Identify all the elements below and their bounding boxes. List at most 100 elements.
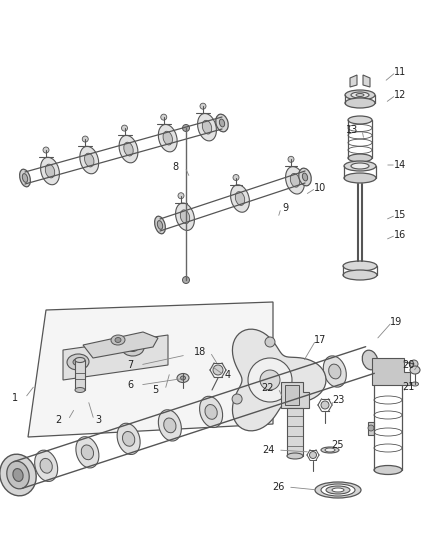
- Circle shape: [232, 394, 242, 404]
- Ellipse shape: [0, 454, 36, 496]
- Text: 10: 10: [314, 183, 326, 193]
- Ellipse shape: [177, 374, 189, 383]
- Circle shape: [410, 360, 418, 368]
- Polygon shape: [350, 75, 357, 87]
- Ellipse shape: [323, 356, 346, 387]
- Circle shape: [82, 136, 88, 142]
- Circle shape: [43, 147, 49, 153]
- Ellipse shape: [315, 482, 361, 498]
- Text: 11: 11: [394, 67, 406, 77]
- Ellipse shape: [122, 340, 144, 356]
- Circle shape: [321, 401, 329, 409]
- Text: 24: 24: [262, 445, 274, 455]
- Ellipse shape: [7, 461, 29, 489]
- Ellipse shape: [80, 147, 99, 174]
- Circle shape: [265, 337, 275, 347]
- Ellipse shape: [128, 344, 138, 351]
- Ellipse shape: [85, 153, 94, 167]
- Text: 8: 8: [172, 162, 178, 172]
- Text: 5: 5: [152, 385, 158, 395]
- Circle shape: [310, 451, 317, 458]
- Text: 3: 3: [95, 415, 101, 425]
- Circle shape: [233, 174, 239, 181]
- Ellipse shape: [321, 484, 355, 496]
- Ellipse shape: [235, 192, 245, 205]
- Circle shape: [183, 125, 190, 132]
- Circle shape: [183, 277, 190, 284]
- Ellipse shape: [158, 124, 177, 152]
- Ellipse shape: [230, 185, 249, 212]
- Ellipse shape: [302, 173, 307, 181]
- Ellipse shape: [75, 387, 85, 392]
- Ellipse shape: [328, 364, 341, 379]
- Text: 2: 2: [55, 415, 61, 425]
- Text: 23: 23: [332, 395, 344, 405]
- Ellipse shape: [290, 173, 300, 187]
- Circle shape: [121, 125, 127, 131]
- Ellipse shape: [13, 469, 23, 481]
- Text: 1: 1: [12, 393, 18, 403]
- Ellipse shape: [124, 142, 133, 156]
- Text: 17: 17: [314, 335, 326, 345]
- Ellipse shape: [20, 169, 30, 187]
- Ellipse shape: [287, 453, 303, 459]
- Ellipse shape: [325, 448, 335, 452]
- Ellipse shape: [345, 98, 375, 108]
- Ellipse shape: [155, 216, 166, 234]
- Text: 9: 9: [282, 203, 288, 213]
- Ellipse shape: [356, 93, 364, 96]
- Ellipse shape: [123, 432, 135, 446]
- Ellipse shape: [81, 445, 94, 459]
- Ellipse shape: [45, 164, 55, 178]
- Ellipse shape: [111, 335, 125, 345]
- Circle shape: [178, 193, 184, 199]
- Ellipse shape: [286, 167, 304, 194]
- Circle shape: [248, 358, 292, 402]
- Ellipse shape: [374, 465, 402, 474]
- Polygon shape: [63, 335, 168, 380]
- Polygon shape: [372, 358, 410, 385]
- Circle shape: [200, 103, 206, 109]
- Polygon shape: [28, 302, 273, 437]
- Ellipse shape: [348, 116, 372, 124]
- Ellipse shape: [180, 210, 190, 223]
- Ellipse shape: [348, 154, 372, 162]
- Ellipse shape: [299, 168, 311, 186]
- Ellipse shape: [326, 486, 350, 494]
- Ellipse shape: [343, 270, 377, 280]
- Ellipse shape: [159, 410, 181, 441]
- Ellipse shape: [282, 369, 305, 401]
- Polygon shape: [83, 332, 158, 358]
- Text: 26: 26: [272, 482, 284, 492]
- Ellipse shape: [351, 92, 369, 98]
- Ellipse shape: [205, 405, 217, 419]
- Text: 19: 19: [390, 317, 402, 327]
- Ellipse shape: [362, 350, 378, 370]
- Ellipse shape: [202, 120, 212, 134]
- Text: 16: 16: [394, 230, 406, 240]
- Ellipse shape: [343, 261, 377, 271]
- Ellipse shape: [41, 157, 60, 185]
- Bar: [285, 385, 299, 405]
- Circle shape: [260, 370, 280, 390]
- Ellipse shape: [180, 376, 186, 380]
- Ellipse shape: [176, 203, 194, 230]
- Circle shape: [298, 394, 308, 404]
- Text: 12: 12: [394, 90, 406, 100]
- Ellipse shape: [40, 458, 52, 473]
- Ellipse shape: [216, 114, 228, 132]
- Ellipse shape: [344, 173, 376, 183]
- Ellipse shape: [164, 418, 176, 433]
- Text: 22: 22: [262, 383, 274, 393]
- Circle shape: [161, 114, 167, 120]
- Polygon shape: [363, 75, 370, 87]
- Text: 14: 14: [394, 160, 406, 170]
- Circle shape: [368, 425, 374, 431]
- Polygon shape: [233, 329, 326, 431]
- Ellipse shape: [246, 391, 258, 406]
- Ellipse shape: [287, 377, 300, 392]
- Ellipse shape: [200, 396, 223, 427]
- Text: 20: 20: [402, 360, 414, 370]
- Ellipse shape: [75, 358, 85, 362]
- Ellipse shape: [67, 354, 89, 370]
